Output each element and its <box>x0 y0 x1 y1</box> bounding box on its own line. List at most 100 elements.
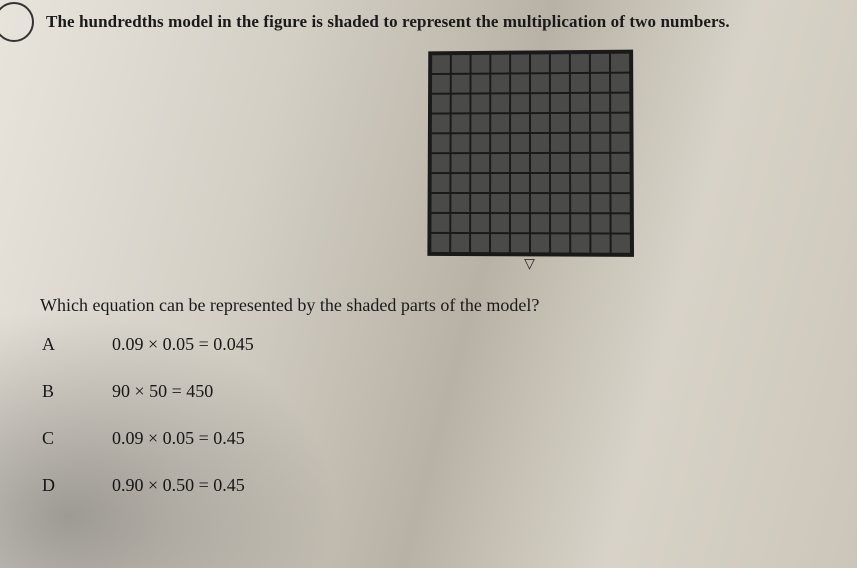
grid-cell <box>450 153 470 173</box>
grid-cell <box>610 234 630 254</box>
grid-cell <box>490 173 510 193</box>
grid-cell <box>470 233 490 253</box>
grid-cell <box>610 193 630 213</box>
grid-cell <box>569 113 589 133</box>
grid-cell <box>530 53 550 73</box>
grid-cell <box>610 173 630 193</box>
grid-cell <box>470 213 490 233</box>
grid-cell <box>510 153 530 173</box>
grid-cell <box>510 73 530 93</box>
grid-cell <box>530 233 550 253</box>
choice-row[interactable]: A 0.09 × 0.05 = 0.045 <box>42 334 839 355</box>
grid-cell <box>590 213 610 233</box>
grid-cell <box>549 53 569 73</box>
grid-cell <box>610 133 630 153</box>
grid-cell <box>510 113 530 133</box>
grid-cell <box>590 113 610 133</box>
grid-cell <box>610 93 630 113</box>
grid-cell <box>450 74 470 94</box>
grid-cell <box>569 93 589 113</box>
choice-text: 0.90 × 0.50 = 0.45 <box>112 475 245 496</box>
choice-letter: A <box>42 334 112 355</box>
grid-cell <box>550 213 570 233</box>
grid-cell <box>450 213 470 233</box>
choice-letter: D <box>42 475 112 496</box>
grid-cell <box>431 74 451 94</box>
grid-cell <box>450 113 470 133</box>
grid-cell <box>450 94 470 114</box>
grid-cell <box>490 73 510 93</box>
choice-letter: B <box>42 381 112 402</box>
grid-cell <box>470 74 490 94</box>
grid-cell <box>430 133 450 153</box>
choice-row[interactable]: D 0.90 × 0.50 = 0.45 <box>42 475 839 496</box>
figure-area: ▽ <box>130 50 857 273</box>
grid-cell <box>590 193 610 213</box>
grid-cell <box>530 73 550 93</box>
grid-cell <box>530 193 550 213</box>
grid-cell <box>610 153 630 173</box>
grid-cell <box>550 173 570 193</box>
grid-cell <box>589 73 609 93</box>
grid-cell <box>550 193 570 213</box>
grid-cell <box>549 133 569 153</box>
grid-cell <box>430 213 450 233</box>
grid-cell <box>589 93 609 113</box>
grid-cell <box>590 153 610 173</box>
grid-cell <box>470 173 490 193</box>
grid-cell <box>570 233 590 253</box>
grid-cell <box>530 153 550 173</box>
grid-cell <box>510 193 530 213</box>
grid-cell <box>609 53 629 73</box>
grid-cell <box>510 133 530 153</box>
choice-text: 0.09 × 0.05 = 0.45 <box>112 428 245 449</box>
grid-cell <box>610 73 630 93</box>
choice-text: 90 × 50 = 450 <box>112 381 213 402</box>
grid-cell <box>509 213 529 233</box>
grid-cell <box>549 153 569 173</box>
grid-cell <box>490 193 510 213</box>
choice-letter: C <box>42 428 112 449</box>
hundredths-grid <box>427 50 634 257</box>
grid-cell <box>570 133 590 153</box>
grid-cell <box>530 133 550 153</box>
choice-text: 0.09 × 0.05 = 0.045 <box>112 334 254 355</box>
grid-cell <box>549 113 569 133</box>
arrow-down-icon: ▽ <box>427 256 633 273</box>
choices-list: A 0.09 × 0.05 = 0.045 B 90 × 50 = 450 C … <box>42 334 839 496</box>
grid-cell <box>470 133 490 153</box>
grid-cell <box>530 173 550 193</box>
grid-cell <box>589 53 609 73</box>
grid-cell <box>549 93 569 113</box>
grid-cell <box>590 173 610 193</box>
grid-cell <box>430 193 450 213</box>
grid-cell <box>450 133 470 153</box>
grid-cell <box>450 233 470 253</box>
grid-cell <box>470 93 490 113</box>
grid-cell <box>510 53 530 73</box>
question-prompt: The hundredths model in the figure is sh… <box>46 12 839 32</box>
grid-cell <box>549 73 569 93</box>
grid-cell <box>450 193 470 213</box>
grid-cell <box>509 233 529 253</box>
grid-cell <box>470 193 490 213</box>
grid-cell <box>450 54 470 74</box>
grid-cell <box>430 94 450 114</box>
grid-cell <box>530 213 550 233</box>
grid-cell <box>490 113 510 133</box>
subquestion-text: Which equation can be represented by the… <box>40 295 839 316</box>
grid-cell <box>530 113 550 133</box>
grid-cell <box>569 73 589 93</box>
grid-cell <box>610 213 630 233</box>
page-container: The hundredths model in the figure is sh… <box>0 0 857 540</box>
grid-cell <box>490 213 510 233</box>
choice-row[interactable]: C 0.09 × 0.05 = 0.45 <box>42 428 839 449</box>
grid-cell <box>489 233 509 253</box>
grid-cell <box>490 153 510 173</box>
grid-cell <box>490 93 510 113</box>
grid-cell <box>470 113 490 133</box>
choice-row[interactable]: B 90 × 50 = 450 <box>42 381 839 402</box>
grid-cell <box>510 173 530 193</box>
grid-cell <box>450 173 470 193</box>
grid-cell <box>430 233 450 253</box>
